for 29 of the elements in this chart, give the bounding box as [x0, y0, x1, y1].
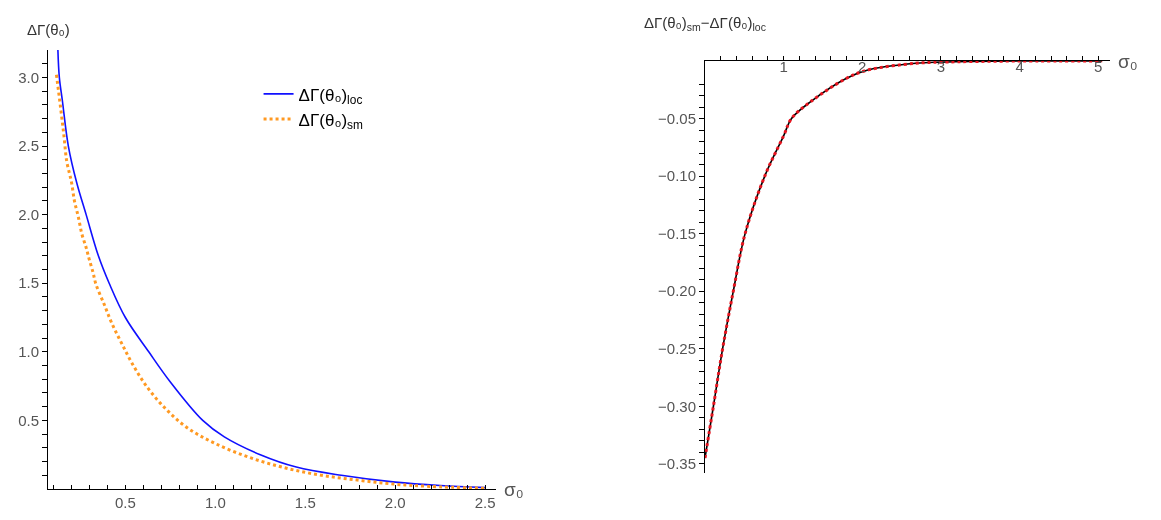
legend-label: ΔΓ(θ₀)$_{sm}$ — [298, 110, 364, 133]
y-tick-label: 2.0 — [18, 205, 39, 223]
x-axis-title: σ₀ — [504, 479, 524, 500]
y-tick-label: −0.35 — [658, 455, 696, 473]
y-tick-label: 1.5 — [18, 274, 39, 292]
y-tick-label: 0.5 — [18, 411, 39, 429]
x-tick-label: 1 — [779, 57, 788, 75]
y-axis-title: ΔΓ(θ₀)$_{sm}$−ΔΓ(θ₀)$_{loc}$ — [644, 14, 766, 34]
x-tick-label: 0.5 — [114, 494, 136, 511]
x-tick-label: 1.0 — [204, 494, 226, 511]
y-tick-label: −0.10 — [658, 167, 696, 185]
y-tick-label: −0.30 — [658, 397, 696, 415]
y-tick-label: 1.0 — [18, 343, 39, 361]
x-tick-label: 2.0 — [384, 494, 406, 511]
x-tick-label: 5 — [1094, 57, 1103, 75]
y-tick-label: 2.5 — [18, 137, 39, 155]
y-axis-title: ΔΓ(θ₀) — [27, 21, 70, 38]
legend-label: ΔΓ(θ₀)$_{loc}$ — [298, 85, 363, 108]
x-tick-label: 1.5 — [294, 494, 316, 511]
x-tick-label: 2 — [858, 57, 867, 75]
x-axis-title: σ₀ — [1118, 51, 1138, 72]
x-tick-label: 3 — [936, 57, 946, 75]
x-tick-label: 4 — [1015, 57, 1024, 75]
y-tick-label: −0.15 — [658, 224, 696, 242]
y-tick-label: −0.20 — [658, 282, 696, 300]
y-tick-label: −0.25 — [658, 339, 696, 357]
y-tick-label: 3.0 — [18, 68, 39, 86]
y-tick-label: −0.05 — [658, 109, 696, 127]
x-tick-label: 2.5 — [474, 494, 496, 511]
